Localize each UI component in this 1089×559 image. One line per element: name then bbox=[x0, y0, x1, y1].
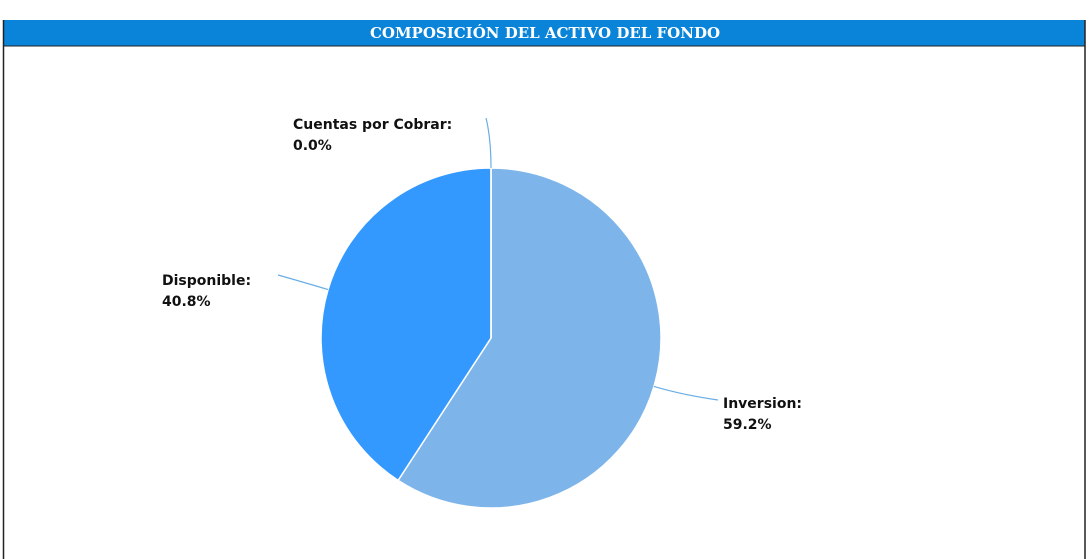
slice-value-label: 0.0% bbox=[293, 138, 332, 154]
slice-label: Cuentas por Cobrar: bbox=[293, 117, 452, 133]
pie-slice bbox=[320, 167, 492, 482]
chart-title: COMPOSICIÓN DEL ACTIVO DEL FONDO bbox=[370, 24, 720, 42]
slice-label: Disponible: bbox=[162, 273, 251, 289]
slice-label: Inversion: bbox=[723, 396, 802, 412]
slice-value-label: 59.2% bbox=[723, 417, 772, 433]
header-bar bbox=[3, 20, 1085, 46]
leader-line bbox=[653, 385, 719, 401]
slice-value-label: 40.8% bbox=[162, 294, 211, 310]
leader-line bbox=[277, 274, 329, 291]
pie-slice bbox=[397, 167, 662, 509]
leader-line bbox=[485, 117, 492, 169]
